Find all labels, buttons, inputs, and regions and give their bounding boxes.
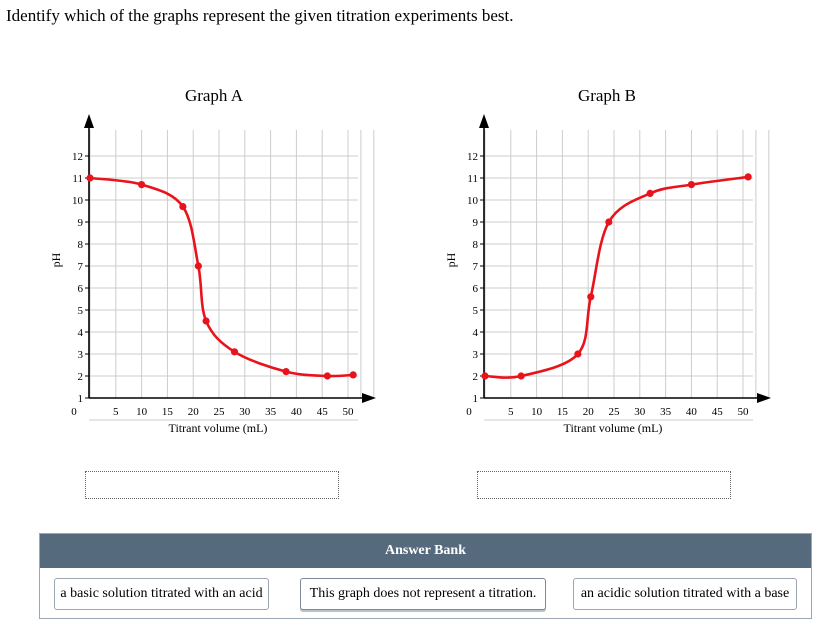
graph-a-y-axis-label: pH bbox=[49, 252, 63, 267]
graph-a-data-point bbox=[138, 181, 146, 189]
graph-b-x-tick-label: 30 bbox=[634, 406, 646, 418]
graph-b-x-axis-arrow bbox=[757, 393, 771, 403]
graph-b-x-tick-label: 35 bbox=[660, 406, 672, 418]
graph-a-y-tick-label: 5 bbox=[78, 305, 84, 317]
graph-b-answer-dropzone[interactable] bbox=[477, 471, 731, 499]
graph-b-x-tick-label: 15 bbox=[557, 406, 569, 418]
graph-b-x-tick-label: 10 bbox=[531, 406, 543, 418]
graph-a-y-axis-arrow bbox=[84, 114, 94, 128]
graph-a-x-tick-label: 45 bbox=[317, 406, 329, 418]
graph-a-x-tick-label: 20 bbox=[188, 406, 200, 418]
graph-b-x-tick-label: 45 bbox=[712, 406, 724, 418]
graph-a-data-point bbox=[194, 262, 202, 270]
graph-b-y-tick-label: 5 bbox=[473, 305, 479, 317]
graph-a-titration-curve bbox=[89, 176, 354, 378]
answer-bank: Answer Bank a basic solution titrated wi… bbox=[39, 533, 812, 619]
graph-a-x-tick-label: 15 bbox=[162, 406, 174, 418]
graph-a-y-tick-label: 4 bbox=[78, 327, 84, 339]
graph-b-x-tick-label: 0 bbox=[466, 406, 472, 418]
graph-b-titration-curve bbox=[484, 175, 749, 379]
graph-a-data-point bbox=[202, 317, 210, 325]
graph-b-y-tick-label: 8 bbox=[473, 239, 479, 251]
graph-a-x-tick-label: 5 bbox=[113, 406, 119, 418]
graph-b-y-tick-label: 10 bbox=[467, 195, 479, 207]
graph-b-grid bbox=[484, 130, 770, 421]
graph-a-y-tick-label: 10 bbox=[72, 195, 84, 207]
graph-a-y-tick-label: 9 bbox=[78, 217, 84, 229]
graph-b-data-point bbox=[481, 372, 489, 380]
graph-b-y-tick-label: 1 bbox=[473, 393, 479, 405]
graph-a-x-axis-arrow bbox=[362, 393, 376, 403]
answer-chip-acidic-with-base[interactable]: an acidic solution titrated with a base bbox=[573, 578, 797, 610]
graph-b-title: Graph B bbox=[577, 86, 637, 105]
graph-b-y-tick-label: 4 bbox=[473, 327, 479, 339]
graph-a-data-point bbox=[230, 348, 239, 356]
graph-b-y-tick-label: 7 bbox=[473, 261, 479, 273]
answer-chip-not-titration[interactable]: This graph does not represent a titratio… bbox=[300, 578, 546, 610]
graph-a-data-point bbox=[349, 371, 357, 379]
graph-b-y-tick-label: 3 bbox=[473, 349, 479, 361]
graph-a-title: Graph A bbox=[184, 86, 244, 105]
graph-b-x-tick-label: 5 bbox=[508, 406, 514, 418]
graph-b-data-point bbox=[687, 181, 695, 189]
graph-a-y-tick-label: 11 bbox=[72, 173, 83, 185]
graph-b-x-tick-label: 25 bbox=[609, 406, 621, 418]
graph-b-y-axis-arrow bbox=[479, 114, 489, 128]
graph-a-x-tick-label: 50 bbox=[343, 406, 355, 418]
graph-b-data-point bbox=[744, 173, 752, 181]
graph-a-y-tick-label: 12 bbox=[72, 151, 83, 163]
graph-b-data-point bbox=[587, 293, 595, 301]
graph-b-x-tick-label: 40 bbox=[686, 406, 698, 418]
graph-a-y-tick-label: 1 bbox=[78, 393, 84, 405]
graph-b-y-tick-label: 11 bbox=[467, 173, 478, 185]
graph-a-grid bbox=[89, 130, 375, 421]
graph-b-y-axis-label: pH bbox=[444, 252, 458, 267]
graph-b-data-point bbox=[517, 372, 525, 380]
graph-b-data-point bbox=[605, 218, 613, 226]
graph-a-x-tick-label: 30 bbox=[239, 406, 251, 418]
graph-a-y-tick-label: 7 bbox=[78, 261, 84, 273]
graph-a-y-tick-label: 2 bbox=[78, 371, 84, 383]
graph-a-data-point bbox=[323, 372, 331, 380]
graph-a-y-tick-label: 8 bbox=[78, 239, 84, 251]
answer-bank-title: Answer Bank bbox=[40, 534, 811, 568]
graph-a-data-point bbox=[282, 368, 290, 376]
graph-a-y-tick-label: 3 bbox=[78, 349, 84, 361]
graph-a-x-tick-label: 35 bbox=[265, 406, 277, 418]
graph-a-x-tick-label: 10 bbox=[136, 406, 148, 418]
graph-a-x-tick-label: 40 bbox=[291, 406, 303, 418]
graph-a-x-tick-label: 0 bbox=[71, 406, 77, 418]
graph-b-x-tick-label: 20 bbox=[583, 406, 595, 418]
graph-a-data-point bbox=[179, 203, 187, 211]
graph-b-x-axis-label: Titrant volume (mL) bbox=[564, 421, 663, 435]
graph-b-y-tick-label: 6 bbox=[473, 283, 479, 295]
graph-b-y-tick-label: 2 bbox=[473, 371, 479, 383]
graph-a-x-tick-label: 25 bbox=[214, 406, 226, 418]
graph-a-x-axis-label: Titrant volume (mL) bbox=[169, 421, 268, 435]
graph-a-y-tick-label: 6 bbox=[78, 283, 84, 295]
graph-b-data-point bbox=[574, 350, 582, 358]
question-text: Identify which of the graphs represent t… bbox=[6, 6, 514, 25]
answer-chip-basic-with-acid[interactable]: a basic solution titrated with an acid bbox=[54, 578, 269, 610]
graph-b-y-tick-label: 9 bbox=[473, 217, 479, 229]
graph-b-x-tick-label: 50 bbox=[738, 406, 750, 418]
graph-a-data-point bbox=[86, 174, 94, 182]
graph-b-data-point bbox=[646, 189, 654, 197]
graph-a-answer-dropzone[interactable] bbox=[85, 471, 339, 499]
graph-b-y-tick-label: 12 bbox=[467, 151, 478, 163]
